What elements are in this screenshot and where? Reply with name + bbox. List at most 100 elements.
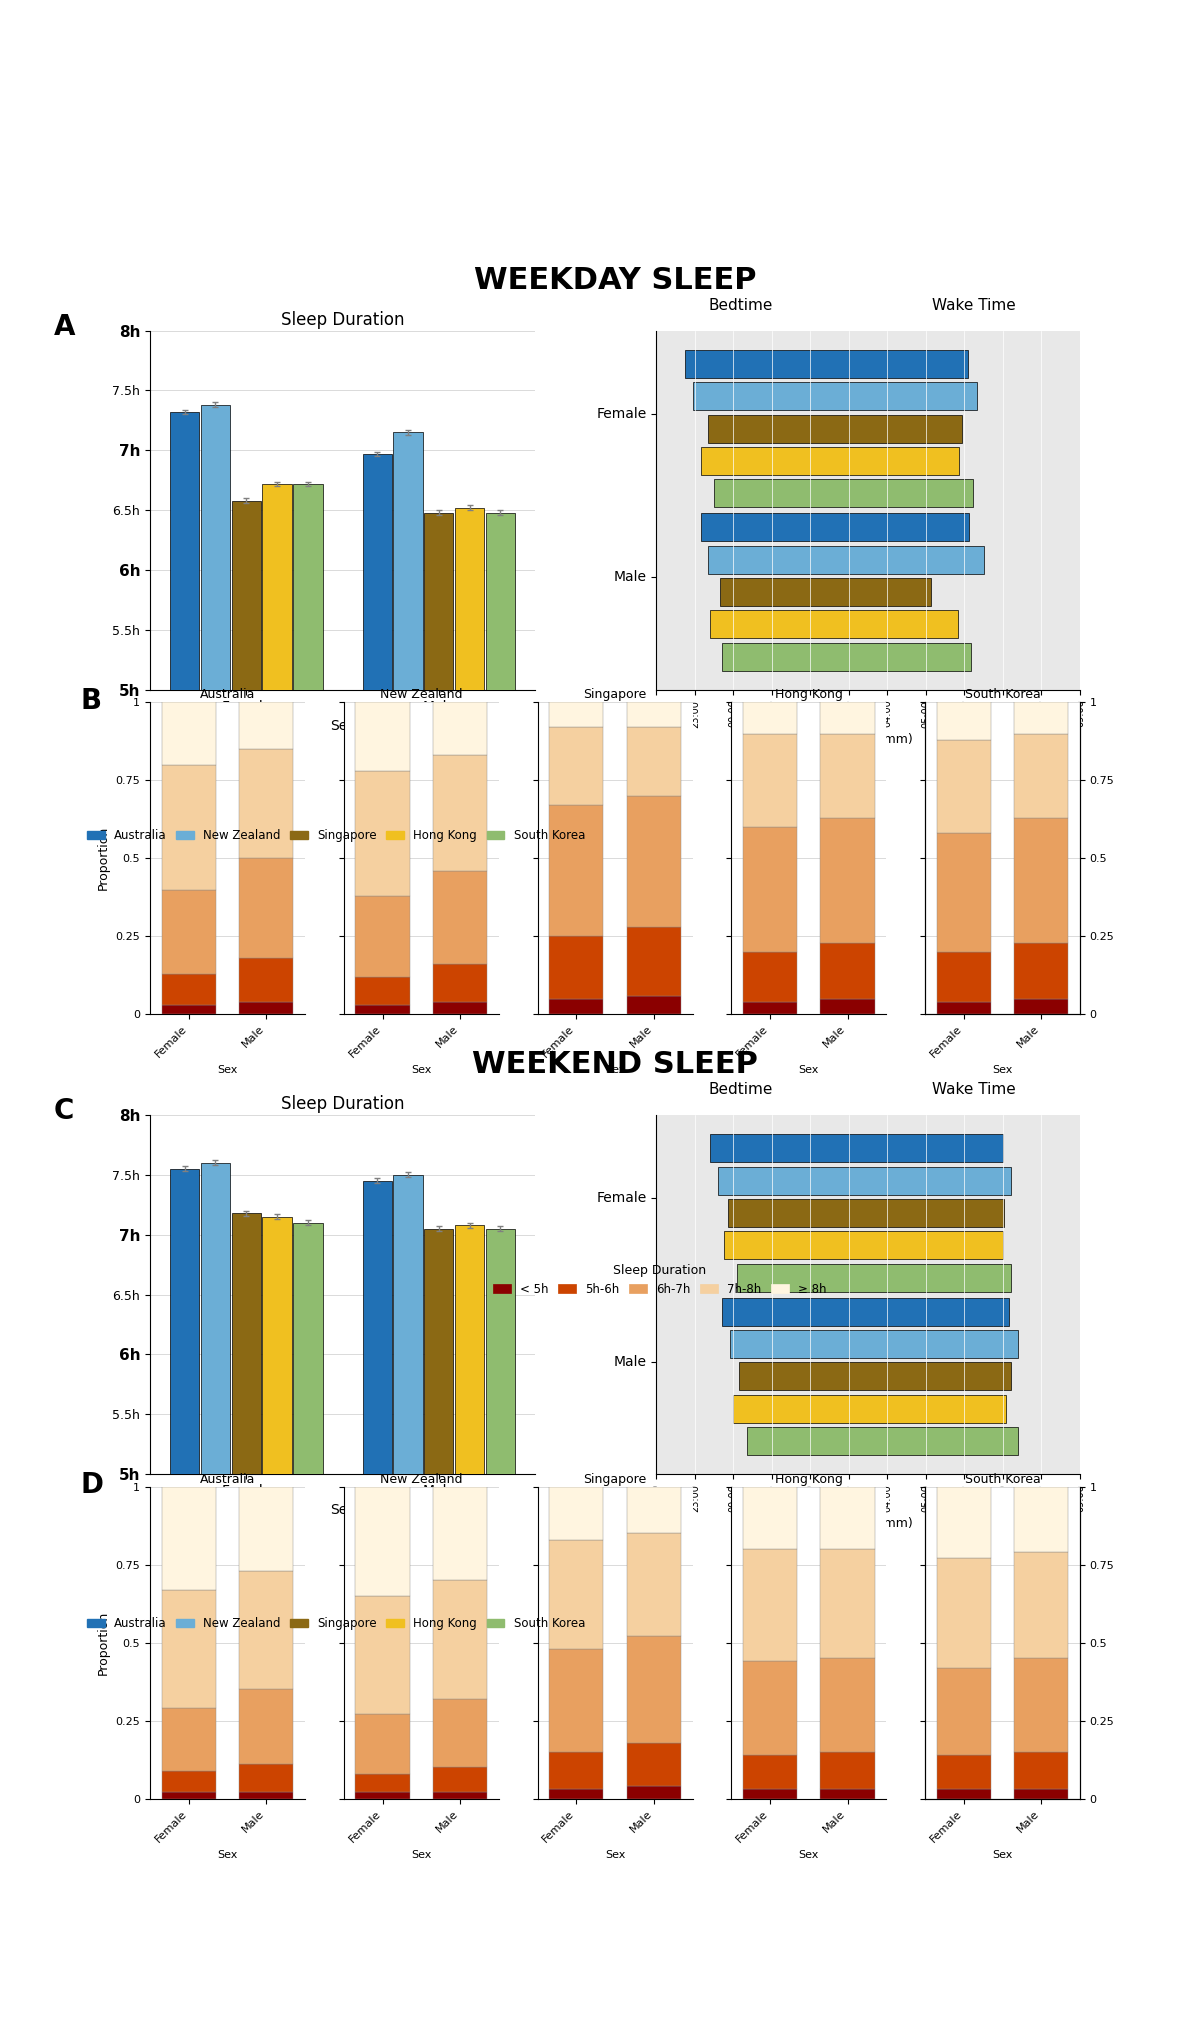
Bar	[626, 1637, 680, 1742]
Bar	[239, 1793, 293, 1799]
Bar	[701, 447, 960, 475]
Bar	[550, 936, 604, 998]
Bar	[937, 1754, 991, 1789]
Bar	[685, 350, 967, 378]
Bar	[239, 1002, 293, 1015]
Bar	[239, 1570, 293, 1690]
Bar	[626, 728, 680, 796]
Bar	[821, 1487, 875, 1548]
Title: South Korea: South Korea	[965, 1473, 1040, 1485]
Bar	[714, 479, 973, 507]
Bar	[743, 827, 797, 952]
X-axis label: Sex: Sex	[217, 1849, 238, 1859]
Bar	[550, 728, 604, 804]
Bar	[550, 998, 604, 1015]
Title: Singapore: Singapore	[583, 1473, 647, 1485]
Bar	[433, 1793, 487, 1799]
Legend: Australia, New Zealand, Singapore, Hong Kong, South Korea: Australia, New Zealand, Singapore, Hong …	[82, 1613, 590, 1635]
Bar	[239, 1487, 293, 1570]
Bar	[626, 928, 680, 996]
Bar	[355, 1714, 409, 1774]
Bar	[743, 703, 797, 734]
Legend: < 5h, 5h-6h, 6h-7h, 7h-8h, ≥ 8h: < 5h, 5h-6h, 6h-7h, 7h-8h, ≥ 8h	[488, 1259, 832, 1300]
Bar	[263, 1217, 292, 2021]
Bar	[232, 501, 260, 1289]
Title: Australia: Australia	[200, 689, 256, 701]
Bar	[232, 1213, 260, 2021]
Bar	[293, 1223, 323, 2021]
Bar	[455, 1225, 485, 2021]
Bar	[433, 1700, 487, 1768]
Bar	[455, 507, 485, 1289]
Bar	[355, 1597, 409, 1714]
Bar	[821, 819, 875, 942]
Title: South Korea: South Korea	[965, 689, 1040, 701]
Title: Hong Kong: Hong Kong	[775, 689, 842, 701]
X-axis label: Sex: Sex	[605, 1849, 625, 1859]
X-axis label: Sex: Sex	[412, 1065, 432, 1075]
Bar	[162, 703, 216, 764]
Bar	[724, 1231, 1003, 1259]
Bar	[1014, 1659, 1068, 1752]
Bar	[821, 1789, 875, 1799]
Bar	[355, 1487, 409, 1597]
Text: C: C	[54, 1097, 74, 1126]
X-axis label: Sex: Sex	[605, 1065, 625, 1075]
Bar	[937, 833, 991, 952]
Bar	[394, 432, 422, 1289]
Bar	[1014, 942, 1068, 998]
X-axis label: Sex: Sex	[798, 1849, 818, 1859]
Bar	[743, 1789, 797, 1799]
Bar	[937, 740, 991, 833]
Bar	[550, 703, 604, 728]
Bar	[743, 1002, 797, 1015]
Bar	[355, 895, 409, 976]
Bar	[722, 1297, 1009, 1326]
Bar	[424, 513, 454, 1289]
Title: Singapore: Singapore	[583, 689, 647, 701]
Title: New Zealand: New Zealand	[380, 1473, 462, 1485]
Bar	[550, 1789, 604, 1799]
Bar	[821, 942, 875, 998]
X-axis label: Time (hh:mm): Time (hh:mm)	[824, 1518, 912, 1530]
Bar	[433, 1580, 487, 1700]
Text: D: D	[80, 1471, 103, 1500]
Bar	[937, 703, 991, 740]
Bar	[239, 958, 293, 1002]
Bar	[626, 996, 680, 1015]
Bar	[239, 703, 293, 750]
Bar	[1014, 1789, 1068, 1799]
Bar	[1014, 1552, 1068, 1659]
Text: B: B	[80, 687, 101, 715]
Bar	[433, 1768, 487, 1793]
Legend: Australia, New Zealand, Singapore, Hong Kong, South Korea: Australia, New Zealand, Singapore, Hong …	[82, 825, 590, 847]
Bar	[162, 1487, 216, 1591]
Title: Hong Kong: Hong Kong	[775, 1473, 842, 1485]
Title: Sleep Duration: Sleep Duration	[281, 1095, 404, 1114]
Bar	[239, 750, 293, 859]
Text: WEEKDAY SLEEP: WEEKDAY SLEEP	[474, 267, 756, 295]
Bar	[550, 1752, 604, 1789]
Bar	[743, 1754, 797, 1789]
Bar	[162, 1770, 216, 1793]
Text: Wake Time: Wake Time	[932, 1081, 1016, 1097]
Bar	[626, 1787, 680, 1799]
Bar	[200, 1162, 230, 2021]
Bar	[162, 1004, 216, 1015]
Bar	[355, 703, 409, 770]
Bar	[720, 578, 931, 606]
Bar	[239, 1764, 293, 1793]
Bar	[239, 859, 293, 958]
Bar	[821, 703, 875, 734]
Bar	[937, 1789, 991, 1799]
Text: Bedtime: Bedtime	[709, 297, 773, 313]
Bar	[550, 804, 604, 936]
Bar	[355, 976, 409, 1004]
Bar	[722, 643, 972, 671]
X-axis label: Sex: Sex	[217, 1065, 238, 1075]
Title: Australia: Australia	[200, 1473, 256, 1485]
Bar	[743, 1661, 797, 1754]
Bar	[1014, 734, 1068, 819]
Bar	[433, 964, 487, 1002]
Bar	[394, 1174, 422, 2021]
